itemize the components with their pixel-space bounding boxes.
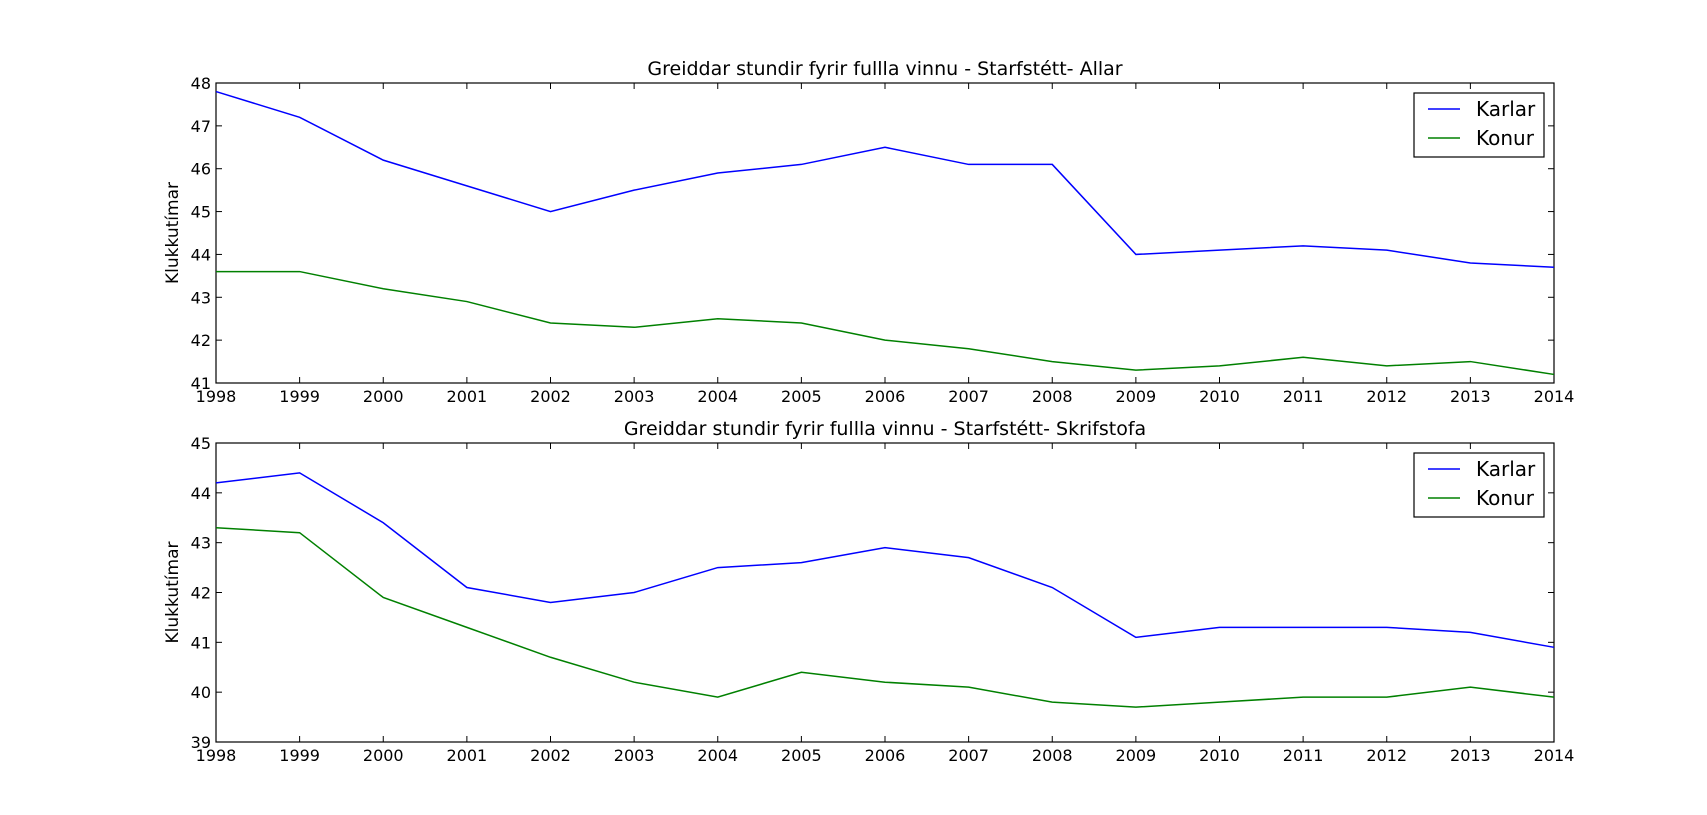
x-tick-label: 2003 [614,387,655,406]
y-tick-label: 42 [191,584,211,603]
x-tick-label: 1999 [279,746,320,765]
legend-label: Karlar [1476,457,1536,481]
x-tick-label: 2004 [697,746,738,765]
x-tick-label: 2006 [865,746,906,765]
legend: Karlar Konur [1413,92,1545,158]
legend-box [1413,452,1545,518]
y-tick-label: 44 [191,245,211,264]
x-tick-label: 2002 [530,387,571,406]
y-tick-label: 46 [191,160,211,179]
x-tick-label: 2009 [1116,746,1157,765]
x-tick-label: 1998 [196,746,237,765]
x-tick-label: 2008 [1032,387,1073,406]
x-tick-label: 2010 [1199,387,1240,406]
y-tick-label: 43 [191,288,211,307]
x-tick-label: 1999 [279,387,320,406]
legend-label: Konur [1476,126,1535,150]
x-tick-label: 2004 [697,387,738,406]
y-tick-label: 40 [191,683,211,702]
x-tick-label: 2001 [447,387,488,406]
x-tick-label: 2011 [1283,387,1324,406]
y-tick-label: 48 [191,74,211,93]
legend-box [1413,92,1545,158]
legend-label: Konur [1476,486,1535,510]
x-tick-label: 2012 [1366,387,1407,406]
y-tick-label: 39 [191,733,211,752]
legend-label: Karlar [1476,97,1536,121]
x-tick-label: 2007 [948,387,989,406]
x-tick-label: 2014 [1534,387,1575,406]
y-tick-label: 41 [191,374,211,393]
y-axis-label: Klukkutímar [163,182,183,284]
x-tick-label: 2011 [1283,746,1324,765]
series-line-konur [216,270,1555,376]
series-line-karlar [215,472,1555,649]
plot-frame [215,82,1555,384]
y-tick-label: 45 [191,203,211,222]
x-tick-label: 2000 [363,746,404,765]
chart-panel-2: Greiddar stundir fyrir fullla vinnu - St… [163,418,1574,765]
y-tick-label: 47 [191,117,211,136]
x-tick-label: 1998 [196,387,237,406]
x-tick-label: 2006 [865,387,906,406]
x-tick-label: 2000 [363,387,404,406]
x-tick-label: 2013 [1450,387,1491,406]
y-tick-label: 44 [191,484,211,503]
chart-title: Greiddar stundir fyrir fullla vinnu - St… [624,418,1146,440]
x-tick-label: 2010 [1199,746,1240,765]
x-tick-label: 2009 [1116,387,1157,406]
y-tick-label: 43 [191,534,211,553]
x-tick-label: 2013 [1450,746,1491,765]
y-tick-label: 45 [191,434,211,453]
x-tick-label: 2005 [781,387,822,406]
x-tick-label: 2008 [1032,746,1073,765]
y-axis-label: Klukkutímar [163,542,183,644]
x-tick-label: 2012 [1366,746,1407,765]
x-tick-label: 2002 [530,746,571,765]
y-tick-label: 41 [191,633,211,652]
x-tick-label: 2005 [781,746,822,765]
series-line-karlar [215,90,1555,269]
x-tick-label: 2003 [614,746,655,765]
x-tick-label: 2014 [1534,746,1575,765]
y-tick-label: 42 [191,331,211,350]
legend: Karlar Konur [1413,452,1545,518]
x-tick-label: 2007 [948,746,989,765]
x-tick-label: 2001 [447,746,488,765]
chart-panel-1: Greiddar stundir fyrir fullla vinnu - St… [163,58,1574,406]
chart-title: Greiddar stundir fyrir fullla vinnu - St… [647,58,1122,80]
series-line-konur [215,526,1555,708]
